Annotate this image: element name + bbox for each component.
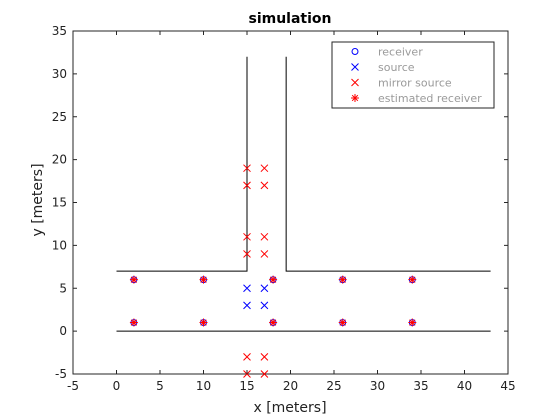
mirror-source-point: [260, 250, 269, 258]
legend-label-mirror-source: mirror source: [378, 77, 452, 90]
mirror-source-point: [260, 232, 269, 241]
mirror-source-point: [260, 164, 269, 173]
legend-label-estimated-receiver: estimated receiver: [378, 92, 482, 105]
chart-title: simulation: [248, 11, 331, 27]
y-tick-label: 25: [52, 110, 67, 124]
wall-line: [285, 56, 491, 272]
x-tick-label: 5: [156, 379, 164, 393]
y-axis-label: y [meters]: [30, 163, 46, 236]
wall-line: [116, 56, 248, 272]
legend-label-source: source: [378, 61, 415, 74]
axis-ticks: -5 0 5 10 15 20 25 30 35 40 45 -5 0 5 10 15 20 25 30 35: [52, 24, 516, 393]
estimated-receiver-point: [338, 275, 347, 284]
y-tick-label: 15: [52, 196, 67, 210]
x-tick-label: 40: [457, 379, 472, 393]
source-point: [243, 284, 251, 293]
x-tick-label: 15: [239, 379, 254, 393]
source-point: [260, 284, 269, 293]
y-tick-label: -5: [55, 367, 67, 381]
mirror-source-point: [243, 250, 251, 258]
x-axis-label: x [meters]: [253, 400, 326, 416]
estimated-receiver-point: [129, 275, 138, 284]
y-tick-label: 35: [52, 24, 67, 38]
estimated-receiver-point: [199, 275, 208, 284]
x-tick-label: 25: [326, 379, 341, 393]
legend-marker-source: [351, 63, 359, 71]
x-tick-label: 0: [113, 379, 121, 393]
mirror-source-point: [260, 370, 269, 378]
x-tick-label: -5: [67, 379, 79, 393]
y-tick-label: 10: [52, 238, 67, 252]
x-tick-label: 35: [413, 379, 428, 393]
walls: [116, 56, 491, 332]
estimated-receiver-point: [269, 275, 278, 284]
estimated-receiver-point: [199, 318, 208, 327]
series-estimated-receiver: [129, 275, 417, 327]
y-tick-label: 0: [59, 324, 67, 338]
x-tick-label: 45: [500, 379, 515, 393]
legend: receiver source mirror source estimated rec…: [331, 41, 495, 109]
legend-label-receiver: receiver: [378, 46, 423, 59]
x-tick-label: 10: [196, 379, 211, 393]
estimated-receiver-point: [129, 318, 138, 327]
estimated-receiver-point: [338, 318, 347, 327]
source-point: [243, 301, 251, 310]
legend-marker-receiver: [351, 48, 359, 55]
mirror-source-point: [243, 232, 251, 241]
y-tick-label: 30: [52, 67, 67, 81]
y-tick-label: 20: [52, 153, 67, 167]
y-tick-label: 5: [59, 281, 67, 295]
series-source: [243, 284, 269, 310]
source-point: [260, 301, 269, 310]
legend-box: [331, 41, 495, 109]
legend-marker-estimated-receiver: [351, 94, 359, 102]
data-series: [129, 164, 417, 378]
mirror-source-point: [243, 352, 251, 361]
series-mirror-source: [243, 164, 269, 378]
mirror-source-point: [243, 181, 251, 190]
mirror-source-point: [260, 352, 269, 361]
x-tick-label: 20: [283, 379, 298, 393]
estimated-receiver-point: [408, 275, 417, 284]
mirror-source-point: [243, 164, 251, 173]
x-tick-label: 30: [370, 379, 385, 393]
legend-marker-mirror-source: [351, 78, 359, 87]
mirror-source-point: [260, 181, 269, 190]
estimated-receiver-point: [269, 318, 278, 327]
estimated-receiver-point: [408, 318, 417, 327]
